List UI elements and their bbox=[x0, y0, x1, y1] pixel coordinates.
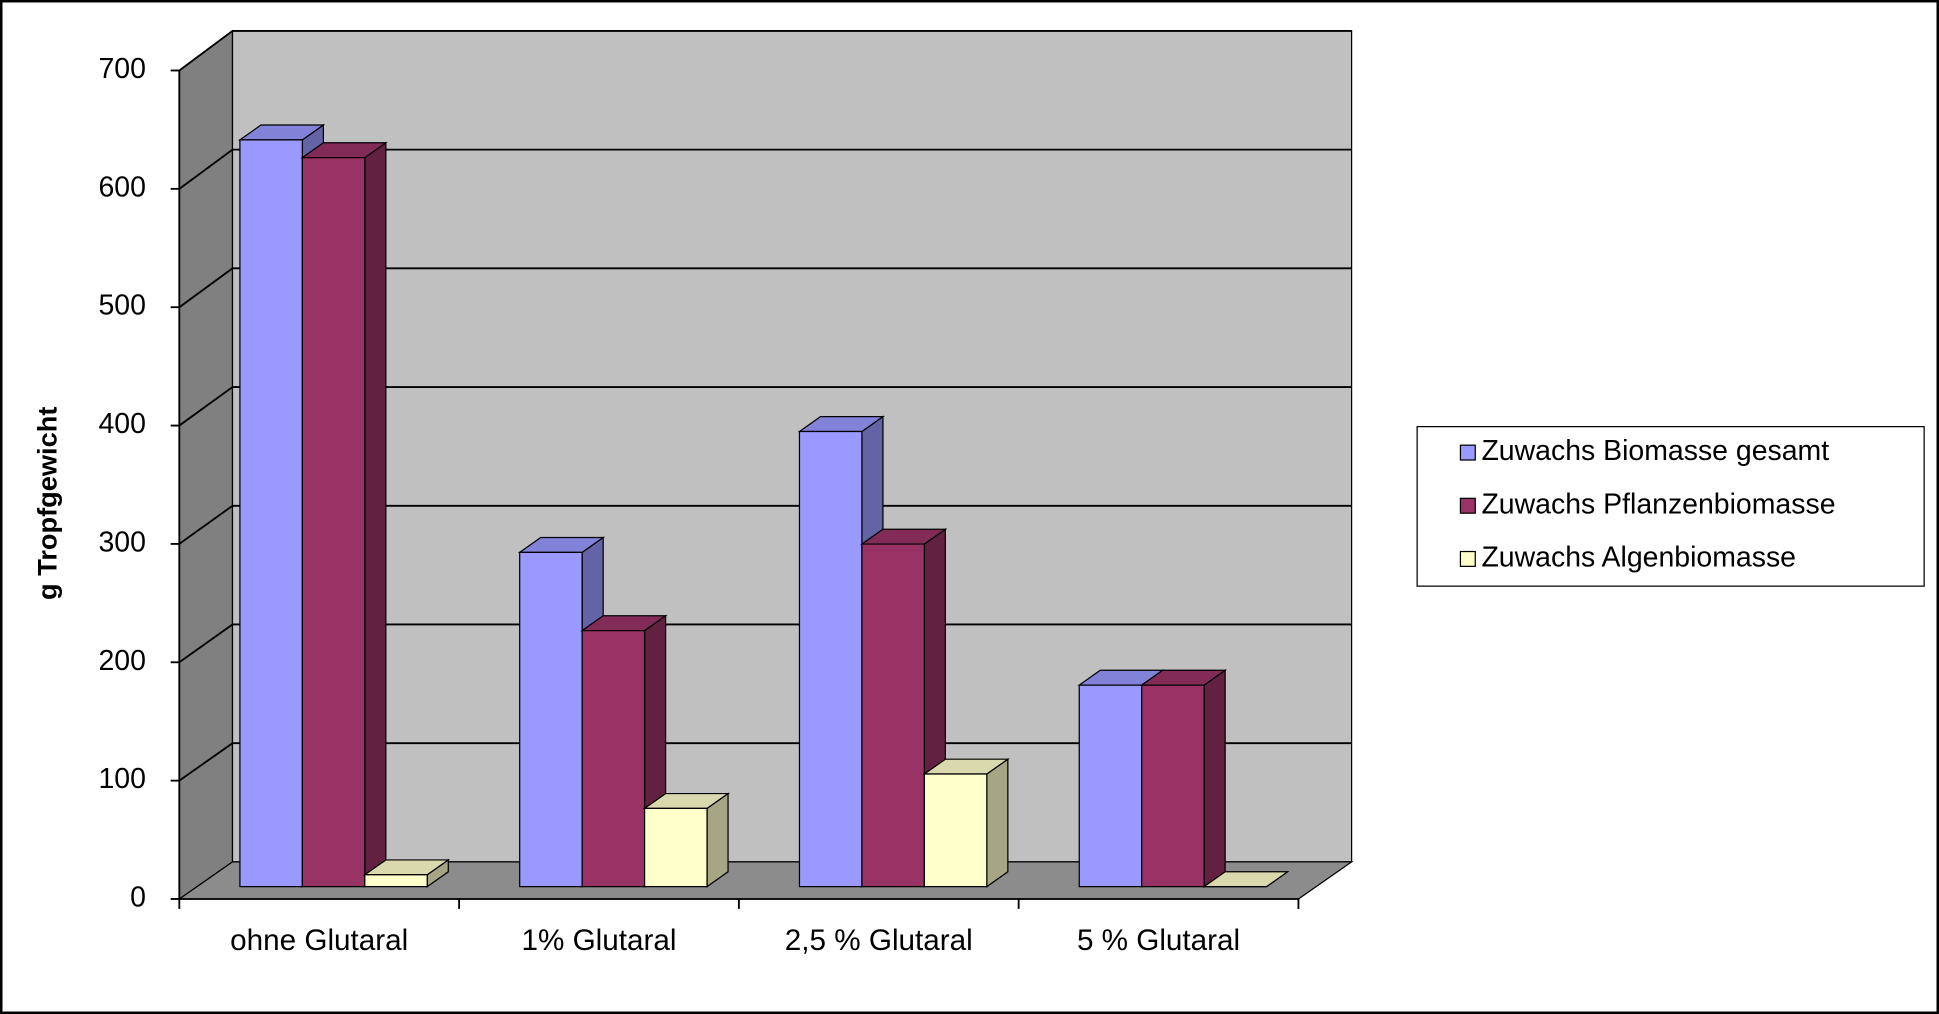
y-tick-label: 400 bbox=[98, 408, 145, 440]
y-tick-label: 0 bbox=[130, 882, 146, 914]
x-tick-label: 5 % Glutaral bbox=[1077, 924, 1240, 957]
bar-face bbox=[861, 543, 925, 888]
bar-face bbox=[364, 874, 428, 888]
bar-face bbox=[364, 141, 387, 888]
legend-label: Zuwachs Biomasse gesamt bbox=[1481, 435, 1829, 467]
y-tick-label: 200 bbox=[98, 645, 145, 677]
bar-face bbox=[1203, 669, 1226, 888]
bar bbox=[642, 792, 731, 888]
bar-face bbox=[239, 139, 303, 888]
x-tick-label: 2,5 % Glutaral bbox=[785, 924, 973, 957]
y-tick-label: 500 bbox=[98, 290, 145, 322]
grid-line bbox=[178, 742, 1352, 782]
legend-swatch bbox=[1459, 550, 1476, 567]
y-tick-label: 600 bbox=[98, 171, 145, 203]
y-tick-label: 700 bbox=[98, 53, 145, 85]
grid-line bbox=[178, 29, 1352, 72]
bar-face bbox=[1078, 684, 1143, 888]
y-tick-label: 100 bbox=[98, 763, 145, 795]
legend-label: Zuwachs Algenbiomasse bbox=[1481, 541, 1796, 573]
bar-face bbox=[986, 757, 1009, 888]
legend-label: Zuwachs Pflanzenbiomasse bbox=[1481, 488, 1835, 520]
bar bbox=[922, 757, 1010, 888]
bar bbox=[362, 858, 451, 888]
legend bbox=[1416, 426, 1925, 587]
bar bbox=[300, 141, 388, 888]
x-tick-label: 1% Glutaral bbox=[522, 924, 677, 957]
bar-face bbox=[519, 551, 583, 888]
bar-face bbox=[301, 157, 366, 888]
bar-face bbox=[923, 773, 988, 888]
y-tick-label: 300 bbox=[98, 526, 145, 558]
bar-face bbox=[798, 430, 863, 888]
grid-line bbox=[178, 148, 1352, 190]
bar-face bbox=[643, 807, 708, 888]
grid-line bbox=[178, 623, 1352, 664]
legend-swatch bbox=[1459, 444, 1476, 461]
bar-face bbox=[581, 629, 646, 888]
bar bbox=[1202, 871, 1290, 888]
grid-line bbox=[178, 386, 1352, 427]
bar-face bbox=[706, 792, 729, 888]
grid-line bbox=[178, 504, 1352, 545]
side-wall bbox=[178, 29, 234, 901]
legend-swatch bbox=[1459, 497, 1476, 514]
y-axis-title: g Tropfgewicht bbox=[32, 407, 63, 600]
x-tick-label: ohne Glutaral bbox=[230, 924, 408, 957]
bar-face bbox=[1141, 684, 1205, 888]
grid-line bbox=[178, 267, 1352, 308]
bar bbox=[1139, 669, 1228, 888]
